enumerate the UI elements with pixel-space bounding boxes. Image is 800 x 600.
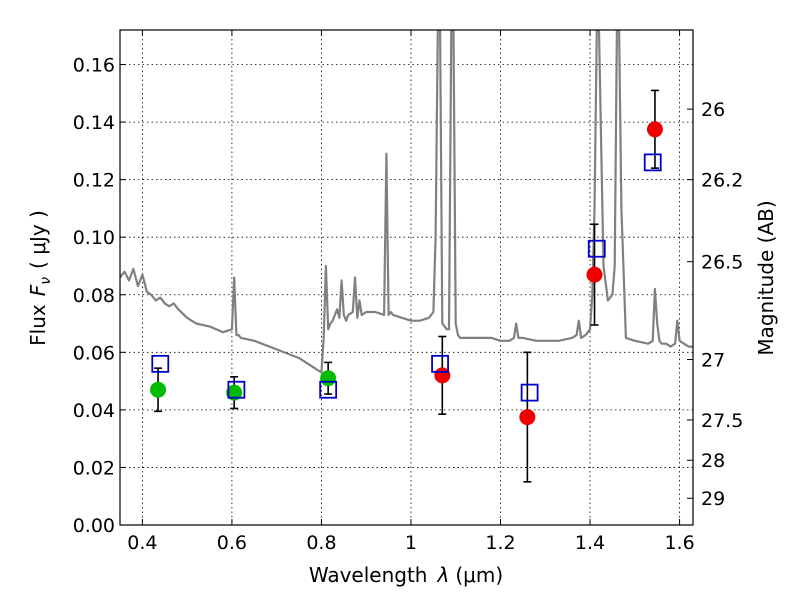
data-point-circle [150,381,167,398]
y-tick-label: 0.12 [73,170,115,192]
x-tick-label: 1 [405,532,417,554]
plot-frame [119,29,694,526]
y-tick-label: 0.16 [73,55,115,77]
data-point-square [227,380,246,399]
model-spectrum-line [120,30,693,374]
x-tick-label: 0.8 [306,532,336,554]
data-point-square [520,383,539,402]
data-point-square [151,354,170,373]
data-point-circle [320,370,337,387]
right-tick-label: 26.5 [701,252,743,274]
grid-lines [120,30,693,526]
right-tick-label: 27 [701,350,725,372]
y-axis-label: FluxFν( μJy ) [26,210,54,346]
y-tick-label: 0.14 [73,112,115,134]
x-tick-label: 0.6 [217,532,247,554]
x-axis-label: Wavelength λ (μm) [309,563,503,587]
y-tick-label: 0.10 [73,227,115,249]
x-tick-label: 0.4 [127,532,157,554]
x-tick-label: 1.4 [575,532,605,554]
axis-ticks: 0.4 0.6 0.8 1 1.2 1.4 1.6 0.00 0.02 0.04 0.06 0.08 0… [73,30,743,554]
y-axis-right-label: Magnitude (AB) [754,200,778,355]
data-point-circle [586,266,603,283]
plot-area [120,30,693,483]
y-tick-label: 0.08 [73,285,115,307]
right-tick-label: 28 [701,450,725,472]
data-point-square [643,153,662,172]
y-tick-label: 0.04 [73,400,115,422]
x-tick-label: 1.2 [485,532,515,554]
data-point-square [319,380,338,399]
right-tick-label: 26 [701,99,725,121]
right-tick-label: 26.2 [701,170,743,192]
data-point-square [587,239,606,258]
y-tick-label: 0.06 [73,342,115,364]
right-tick-label: 29 [701,488,725,510]
y-tick-label: 0.00 [73,515,115,537]
right-tick-label: 27.5 [701,410,743,432]
y-tick-label: 0.02 [73,457,115,479]
x-tick-label: 1.6 [664,532,694,554]
data-point-circle [646,121,663,138]
data-point-square [431,354,449,373]
data-point-circle [519,409,536,426]
data-point-circle [226,384,243,401]
